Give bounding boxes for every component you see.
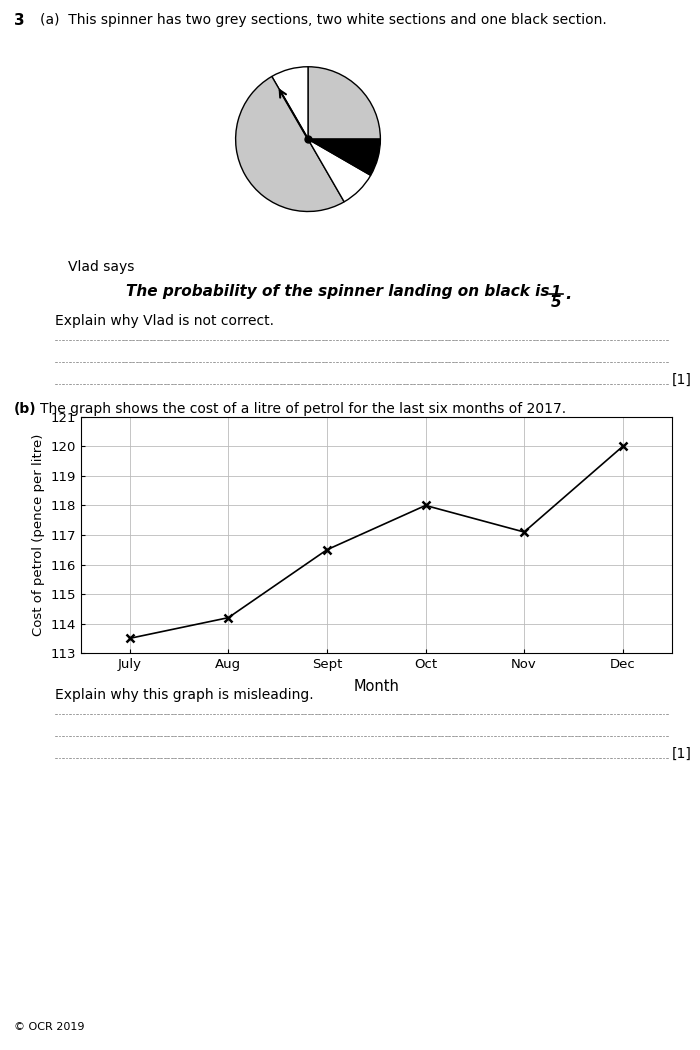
Text: 3: 3 — [14, 13, 24, 28]
Text: The probability of the spinner landing on black is: The probability of the spinner landing o… — [125, 284, 554, 299]
Wedge shape — [272, 67, 308, 139]
Wedge shape — [308, 139, 371, 202]
Text: Vlad says: Vlad says — [68, 260, 134, 274]
X-axis label: Month: Month — [354, 679, 399, 694]
Wedge shape — [308, 67, 380, 139]
Text: Explain why Vlad is not correct.: Explain why Vlad is not correct. — [55, 314, 274, 328]
Text: 1: 1 — [551, 285, 561, 300]
Text: 5: 5 — [551, 295, 561, 310]
Text: © OCR 2019: © OCR 2019 — [14, 1022, 85, 1032]
Text: [1]: [1] — [672, 373, 692, 387]
Text: Explain why this graph is misleading.: Explain why this graph is misleading. — [55, 688, 314, 702]
Text: .: . — [565, 285, 571, 303]
Y-axis label: Cost of petrol (pence per litre): Cost of petrol (pence per litre) — [32, 434, 45, 636]
Text: (b): (b) — [14, 402, 36, 416]
Text: (a)  This spinner has two grey sections, two white sections and one black sectio: (a) This spinner has two grey sections, … — [40, 13, 607, 27]
Text: [1]: [1] — [672, 747, 692, 761]
Text: The graph shows the cost of a litre of petrol for the last six months of 2017.: The graph shows the cost of a litre of p… — [40, 402, 566, 416]
Wedge shape — [308, 139, 380, 175]
Wedge shape — [236, 77, 344, 211]
